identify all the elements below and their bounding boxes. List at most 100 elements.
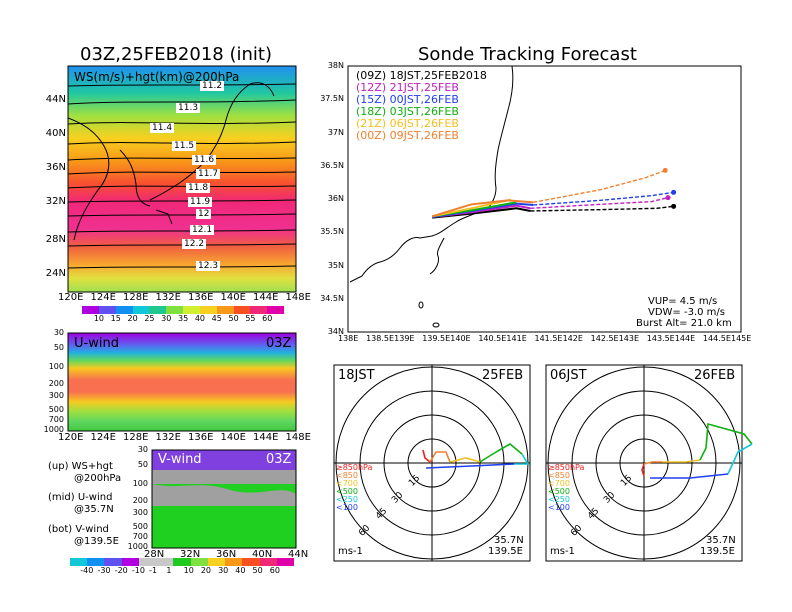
v-wind-label: V-wind: [158, 452, 202, 467]
v-y-tick: 200: [132, 496, 148, 505]
lon-tick-label: 148E: [285, 292, 311, 303]
contour-label: 12.1: [190, 225, 215, 235]
tracking-lon-tick: 142E: [562, 334, 583, 343]
legend-bot-1: (bot) V-wind: [48, 524, 109, 535]
u-wind-panel: [67, 332, 297, 432]
wind-colorbar-swatch: [121, 558, 140, 566]
lon-tick-label: 144E: [253, 292, 279, 303]
hodo-right-label: 06JST: [550, 368, 587, 383]
tracking-lon-tick: 145E: [731, 334, 752, 343]
tracking-lon-tick: 138.5E: [366, 334, 395, 343]
ws-map-panel: [67, 65, 297, 293]
tracking-lon-tick: 141E: [506, 334, 527, 343]
colorbar-tick: 40: [194, 314, 206, 323]
colorbar-tick: 45: [211, 314, 222, 323]
hodograph-right-panel: [545, 364, 753, 562]
colorbar-tick: 30: [161, 314, 172, 323]
v-x-tick: 36N: [216, 549, 237, 560]
lat-tick-label: 28N: [45, 234, 66, 245]
u-x-tick: 148E: [285, 432, 311, 443]
hodo-level-entry: <250: [336, 495, 358, 504]
v-y-tick: 500: [132, 522, 148, 531]
v-x-tick: 44N: [288, 549, 309, 560]
wind-colorbar-tick: 10: [183, 566, 194, 575]
u-x-tick: 144E: [253, 432, 279, 443]
left-title: 03Z,25FEB2018 (init): [80, 44, 272, 65]
track-series-solid: [431, 199, 534, 218]
u-x-tick: 124E: [90, 432, 116, 443]
tracking-lat-tick: 36.5N: [320, 160, 344, 170]
v-wind-panel: [151, 449, 297, 549]
contour-label: 11.5: [172, 141, 197, 151]
track-series-dashed: [530, 205, 674, 212]
wind-colorbar-tick: -30: [97, 566, 111, 575]
hodo-level-entry: ≥850hPa: [548, 463, 585, 472]
colorbar-swatch: [149, 306, 167, 314]
wind-colorbar-swatch: [225, 558, 243, 566]
colorbar-swatch: [183, 306, 201, 314]
colorbar-swatch: [199, 306, 218, 314]
v-y-tick: 30: [137, 445, 148, 454]
v-y-tick: 300: [132, 508, 148, 517]
u-y-tick: 500: [48, 405, 64, 414]
hodo-right-lat: 35.7N: [706, 535, 736, 546]
colorbar-swatch: [82, 306, 100, 314]
colorbar-swatch: [166, 306, 184, 314]
colorbar-tick: 10: [93, 314, 105, 323]
contour-label: 11.2: [200, 81, 225, 91]
hodo-left-levels: ≥850hPa <850 <700 <500 <250 <100: [336, 464, 372, 512]
hodo-right-date: 26FEB: [694, 368, 736, 383]
wind-colorbar-swatch: [242, 558, 261, 566]
colorbar-tick: 15: [110, 314, 121, 323]
lat-tick-label: 44N: [45, 94, 66, 105]
tracking-lon-tick: 144E: [674, 334, 696, 343]
lat-tick-label: 40N: [45, 128, 66, 139]
hodo-left-label: 18JST: [338, 368, 375, 383]
contour-label: 11.9: [188, 197, 213, 207]
hodo-left-unit: ms-1: [338, 546, 363, 557]
track-endpoint: [671, 203, 677, 209]
lon-tick-label: 140E: [220, 292, 246, 303]
hodo-level-entry: <100: [336, 503, 358, 512]
lon-tick-label: 128E: [123, 292, 149, 303]
hodo-level-entry: <850: [548, 471, 570, 480]
track-lines: [431, 167, 677, 219]
tracking-lon-tick: 140E: [450, 334, 471, 343]
u-x-tick: 136E: [188, 432, 214, 443]
colorbar-tick: 60: [262, 314, 273, 323]
wind-colorbar-swatch: [276, 558, 294, 566]
u-wind-label: U-wind: [74, 336, 119, 351]
colorbar-tick: 50: [228, 314, 239, 323]
track-endpoint: [671, 189, 677, 195]
lat-tick-label: 24N: [45, 268, 66, 279]
wind-colorbar-swatch: [87, 558, 105, 566]
tracking-lat-tick: 37N: [327, 127, 344, 137]
hodo-level-entry: <100: [548, 503, 570, 512]
wind-colorbar-tick: 20: [200, 566, 212, 575]
hodo-level-entry: <500: [548, 487, 570, 496]
ws-colorbar: [82, 306, 285, 314]
ws-field: [68, 66, 296, 292]
contour-label: 11.8: [186, 183, 211, 193]
tracking-lon-tick: 143.5E: [646, 334, 675, 343]
hodo-right-lon: 139.5E: [700, 546, 735, 557]
colorbar-swatch: [98, 306, 117, 314]
hodo-left-date: 25FEB: [482, 368, 524, 383]
tracking-legend-entry: (00Z) 09JST,26FEB: [356, 129, 459, 142]
wind-colorbar-swatch: [70, 558, 88, 566]
tracking-lon-ticks: 138E 138.5E 139E 139.5E 140E 140.5E 141E 141.5E…: [0, 334, 792, 344]
track-endpoint: [662, 167, 668, 173]
u-y-tick: 100: [48, 362, 64, 371]
wind-colorbar-swatch: [173, 558, 192, 566]
tracking-lon-tick: 138E: [338, 334, 359, 343]
tracking-panel: [347, 65, 742, 333]
tracking-coastline: [349, 66, 514, 328]
colorbar-swatch: [267, 306, 285, 314]
legend-bot-2: @139.5E: [74, 536, 119, 547]
v-wind-time: 03Z: [266, 452, 292, 467]
u-y-tick: 30: [53, 328, 64, 337]
map-lon-ticks: 120E 124E 128E 132E 136E 140E 144E 148E: [0, 292, 320, 304]
tracking-lon-tick: 143E: [618, 334, 640, 343]
u-y-tick: 300: [48, 391, 64, 400]
tracking-lat-tick: 37.5N: [320, 94, 344, 104]
